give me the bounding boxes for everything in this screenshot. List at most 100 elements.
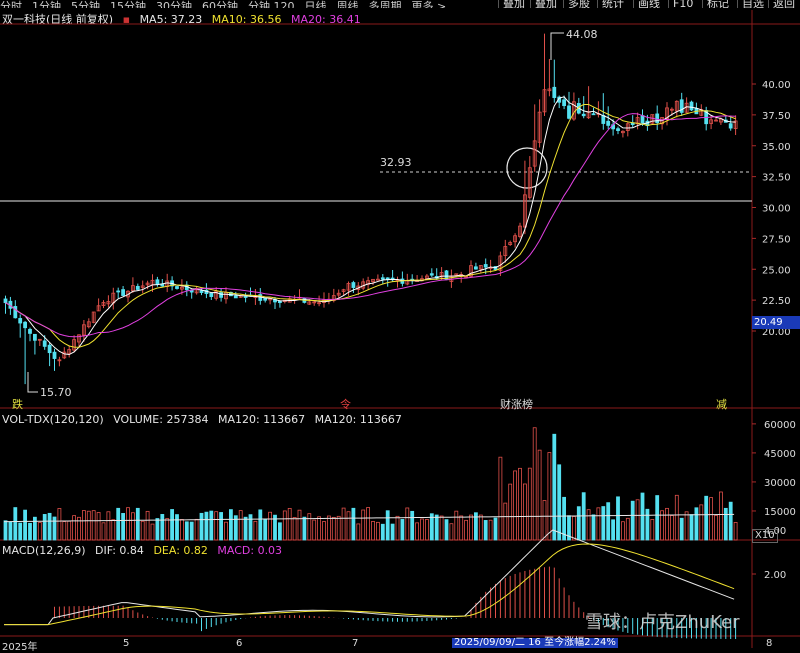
candle-body bbox=[18, 318, 23, 324]
volume-bar bbox=[307, 513, 312, 541]
volume-bar bbox=[145, 510, 150, 541]
volume-ma120-b: MA120: 113667 bbox=[314, 413, 402, 426]
candle-body bbox=[542, 89, 547, 113]
candle-body bbox=[640, 115, 645, 124]
toolbar-button-0[interactable]: 叠加 bbox=[498, 0, 529, 8]
candle-body bbox=[175, 286, 179, 289]
volume-bar bbox=[23, 509, 28, 541]
low-pointer bbox=[27, 372, 38, 393]
event-marker-ling[interactable]: 令 bbox=[340, 398, 351, 411]
ma20-line bbox=[5, 113, 736, 338]
volume-bar bbox=[341, 507, 346, 541]
volume-bar bbox=[351, 507, 356, 541]
candle-body bbox=[57, 359, 62, 362]
period-tab-4[interactable]: 30分钟 bbox=[156, 0, 192, 8]
volume-bar bbox=[459, 515, 464, 541]
toolbar-button-7[interactable]: 自选 bbox=[737, 0, 768, 8]
period-tab-10[interactable]: 更多 > bbox=[411, 0, 447, 8]
event-marker-fall[interactable]: 跌 bbox=[12, 398, 23, 411]
volume-bar bbox=[57, 508, 62, 541]
volume-bar bbox=[699, 504, 704, 541]
volume-bar bbox=[395, 515, 400, 541]
volume-bar bbox=[243, 516, 248, 541]
event-marker-reduce[interactable]: 减 bbox=[716, 398, 727, 411]
volume-tick-label-1: 45000 bbox=[764, 449, 796, 460]
volume-bar bbox=[106, 511, 111, 541]
volume-bar bbox=[523, 483, 527, 541]
volume-bar bbox=[498, 456, 503, 541]
volume-tick-label-2: 30000 bbox=[764, 478, 796, 489]
candle-body bbox=[140, 285, 145, 288]
candle-body bbox=[96, 305, 101, 312]
volume-bar bbox=[297, 509, 302, 541]
candle-body bbox=[547, 88, 552, 92]
candle-body bbox=[562, 99, 566, 107]
volume-bar bbox=[292, 517, 297, 541]
period-tab-7[interactable]: 日线 bbox=[304, 0, 327, 8]
toolbar-button-1[interactable]: 叠加 bbox=[530, 0, 561, 8]
volume-bar bbox=[415, 522, 420, 541]
event-marker-gainers[interactable]: 财涨榜 bbox=[500, 398, 533, 411]
x-label-6: 6 bbox=[236, 638, 243, 649]
candle-body bbox=[439, 272, 444, 278]
volume-bar bbox=[194, 518, 199, 541]
candle-body bbox=[194, 288, 199, 294]
period-tab-9[interactable]: 多周期 bbox=[368, 0, 402, 8]
volume-bar bbox=[219, 512, 224, 541]
volume-bar bbox=[645, 508, 650, 541]
ma5-readout: MA5: 37.23 bbox=[139, 13, 203, 26]
candle-body bbox=[52, 351, 57, 359]
volume-bar bbox=[72, 515, 76, 541]
ma20-readout: MA20: 36.41 bbox=[291, 13, 361, 26]
period-tab-8[interactable]: 周线 bbox=[336, 0, 359, 8]
toolbar-button-2[interactable]: 多股 bbox=[563, 0, 594, 8]
volume-bar bbox=[478, 514, 483, 541]
x-label-5: 5 bbox=[123, 638, 130, 649]
toolbar-button-4[interactable]: 画线 bbox=[633, 0, 664, 8]
candle-body bbox=[670, 108, 674, 111]
volume-bar bbox=[434, 514, 439, 541]
toolbar-button-8[interactable]: 返回 bbox=[768, 0, 799, 8]
period-tab-6[interactable]: 分钟 120 bbox=[248, 0, 295, 8]
price-tick-label-2: 35.00 bbox=[762, 142, 791, 153]
candle-body bbox=[616, 128, 620, 131]
candle-body bbox=[263, 298, 268, 301]
volume-bar bbox=[302, 516, 307, 541]
volume-bar bbox=[385, 510, 390, 541]
period-tab-3[interactable]: 15分钟 bbox=[110, 0, 146, 8]
candle-body bbox=[581, 113, 586, 117]
volume-bar bbox=[209, 510, 214, 541]
high-price-label: 44.08 bbox=[566, 28, 598, 41]
volume-bar bbox=[224, 521, 228, 541]
candle-body bbox=[503, 246, 508, 256]
price-tick-label-5: 27.50 bbox=[762, 234, 791, 245]
toolbar-button-5[interactable]: F10 bbox=[668, 0, 697, 8]
candle-body bbox=[331, 295, 336, 301]
volume-bar bbox=[121, 513, 125, 541]
toolbar-button-6[interactable]: 标记 bbox=[702, 0, 733, 8]
volume-bar bbox=[424, 519, 429, 541]
price-tick-label-1: 37.50 bbox=[762, 111, 791, 122]
toolbar-button-3[interactable]: 统计 bbox=[597, 0, 628, 8]
volume-ma120-line bbox=[3, 513, 735, 523]
volume-bar bbox=[650, 519, 655, 541]
volume-bar bbox=[454, 510, 459, 541]
volume-bar bbox=[189, 521, 194, 541]
candle-body bbox=[77, 334, 81, 343]
lock-icon[interactable]: ▪ bbox=[122, 13, 131, 26]
volume-bar bbox=[508, 483, 513, 541]
period-tab-2[interactable]: 5分钟 bbox=[71, 0, 100, 8]
candle-body bbox=[62, 351, 67, 359]
volume-bar bbox=[552, 433, 557, 541]
period-tab-5[interactable]: 60分钟 bbox=[202, 0, 238, 8]
volume-bar bbox=[420, 518, 424, 541]
volume-multiplier[interactable]: X10 bbox=[752, 529, 778, 543]
volume-bar bbox=[258, 509, 263, 541]
candle-body bbox=[606, 120, 611, 126]
volume-bar bbox=[18, 522, 23, 541]
candle-body bbox=[498, 255, 503, 271]
volume-bar bbox=[572, 516, 576, 541]
period-tab-0[interactable]: 分时 bbox=[0, 0, 22, 8]
period-tab-1[interactable]: 1分钟 bbox=[32, 0, 61, 8]
